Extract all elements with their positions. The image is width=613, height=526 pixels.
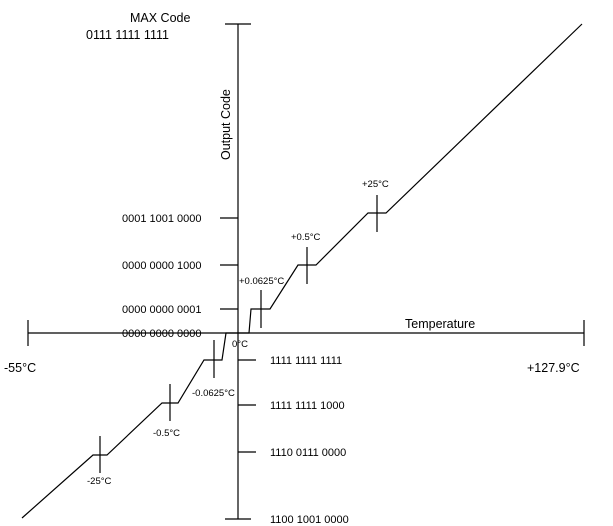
zero-label: 0°C (232, 339, 248, 350)
label-plus-0-5c: +0.5°C (291, 232, 321, 243)
code-ticks (220, 217, 256, 453)
code-right-ff8: 1111 1111 1000 (270, 400, 345, 412)
y-axis-label: Output Code (219, 89, 233, 160)
x-min-label: -55°C (4, 361, 36, 375)
label-minus-0-0625c: -0.0625°C (192, 388, 235, 399)
code-left-0190: 0001 1001 0000 (122, 213, 202, 225)
label-plus-0-0625c: +0.0625°C (239, 276, 284, 287)
label-plus-25c: +25°C (362, 179, 389, 190)
label-minus-0-5c: -0.5°C (153, 428, 180, 439)
code-right-fff: 1111 1111 1111 (270, 355, 342, 367)
temperature-markers (99, 195, 378, 473)
code-left-0001: 0000 0000 0001 (122, 304, 202, 316)
x-max-label: +127.9°C (527, 361, 580, 375)
max-code-title: MAX Code (130, 11, 190, 25)
x-axis-label: Temperature (405, 317, 475, 331)
code-left-0008: 0000 0000 1000 (122, 260, 202, 272)
code-right-c90: 1100 1001 0000 (270, 514, 349, 526)
max-code-value: 0111 1111 1111 (86, 28, 169, 42)
label-minus-25c: -25°C (87, 476, 112, 487)
code-left-0000: 0000 0000 0000 (122, 328, 202, 340)
transfer-curve (21, 23, 583, 519)
code-right-e70: 1110 0111 0000 (270, 447, 346, 459)
